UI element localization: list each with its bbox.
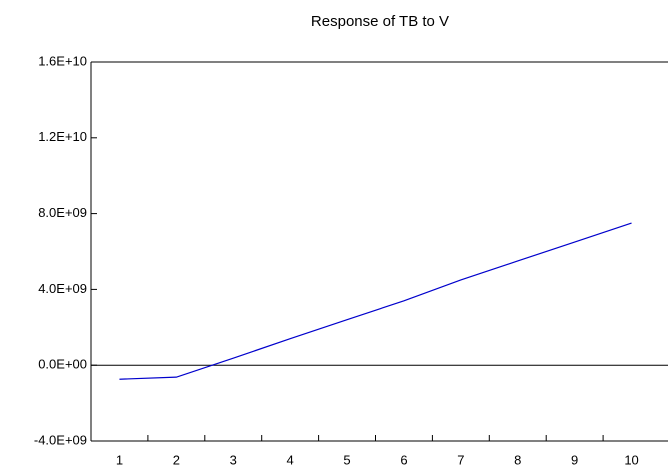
y-tick-label: 1.2E+10 <box>38 129 87 144</box>
x-tick-label: 4 <box>287 452 294 467</box>
x-tick-label: 8 <box>514 452 521 467</box>
x-tick-label: 9 <box>571 452 578 467</box>
x-tick-label: 10 <box>624 452 638 467</box>
x-tick-label: 3 <box>230 452 237 467</box>
y-tick-label: 8.0E+09 <box>38 205 87 220</box>
y-tick-label: 4.0E+09 <box>38 281 87 296</box>
x-tick-label: 6 <box>400 452 407 467</box>
series-line <box>119 222 632 380</box>
x-tick-label: 2 <box>173 452 180 467</box>
x-tick-label: 7 <box>457 452 464 467</box>
y-tick-label: 0.0E+00 <box>38 357 87 372</box>
y-tick-label: -4.0E+09 <box>34 432 87 447</box>
x-tick-label: 1 <box>116 452 123 467</box>
y-tick-label: 1.6E+10 <box>38 53 87 68</box>
x-tick-label: 5 <box>343 452 350 467</box>
chart-title: Response of TB to V <box>311 13 449 30</box>
